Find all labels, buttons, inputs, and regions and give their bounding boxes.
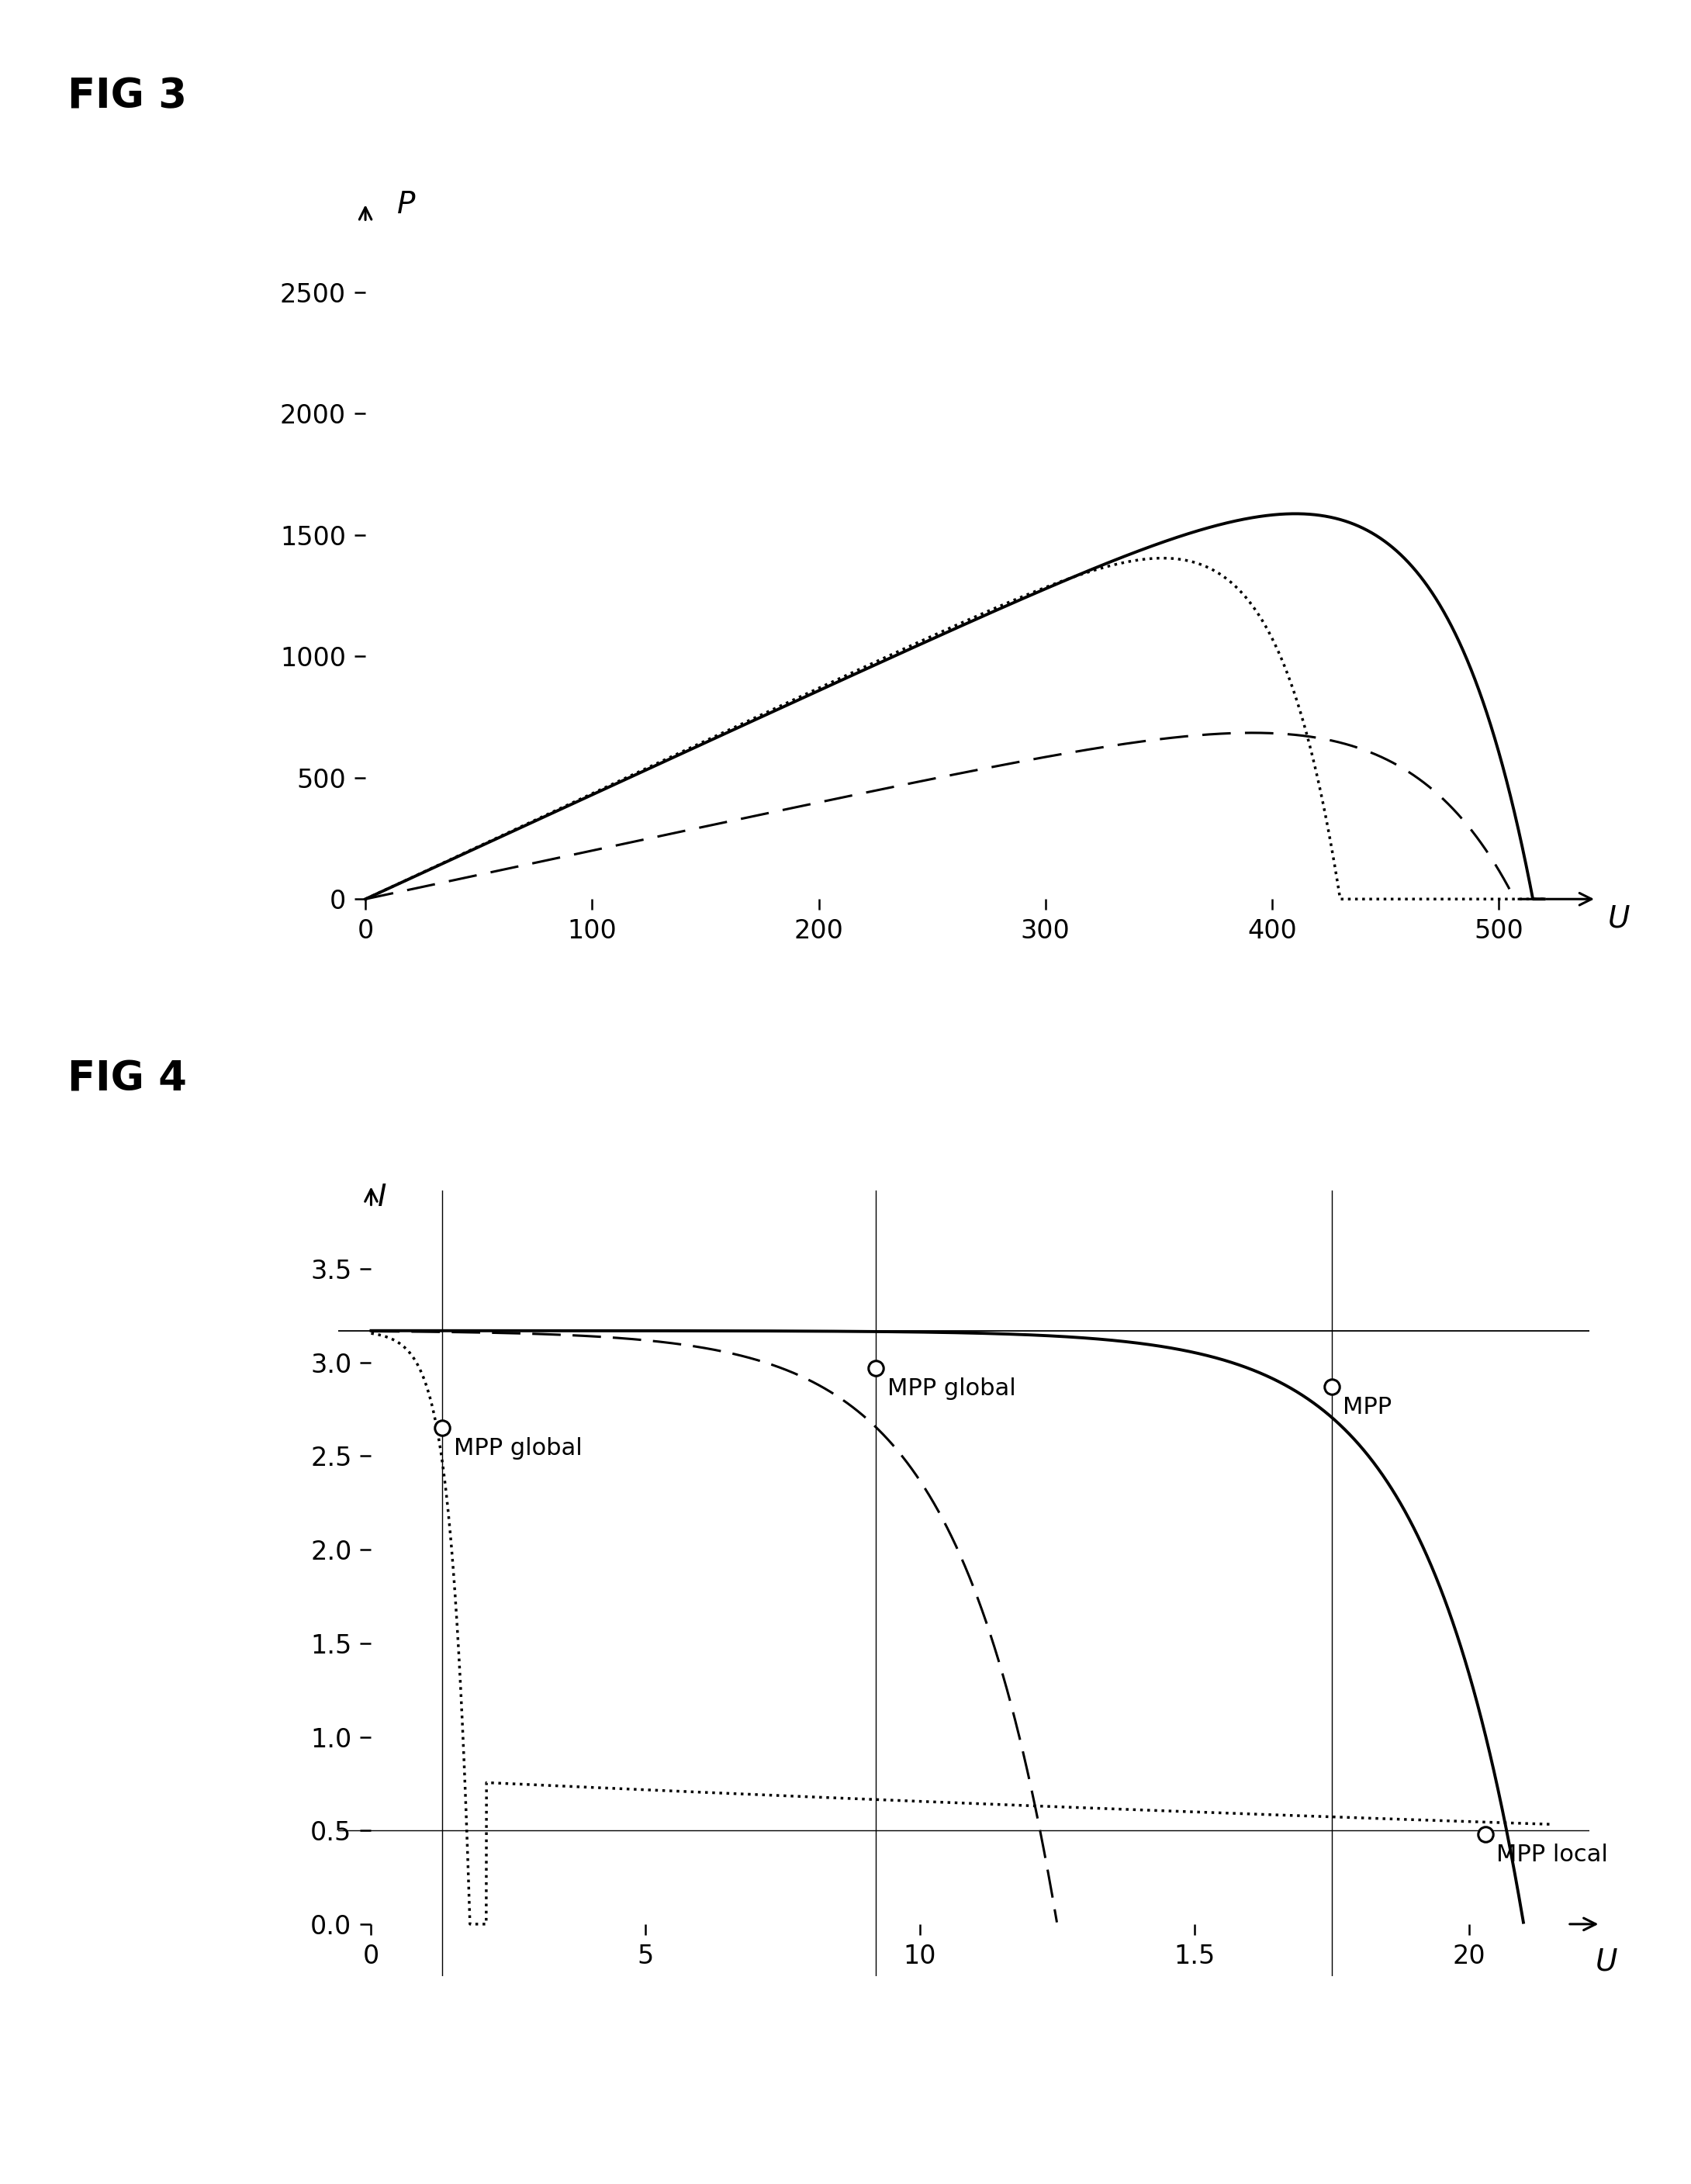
Text: MPP global: MPP global [453,1437,582,1459]
Text: MPP: MPP [1343,1396,1392,1420]
Text: MPP global: MPP global [888,1378,1016,1400]
Text: MPP local: MPP local [1497,1843,1608,1865]
Text: I: I [377,1184,387,1212]
Text: FIG 4: FIG 4 [68,1059,188,1099]
Text: P: P [397,190,416,221]
Text: U: U [1595,1946,1617,1977]
Text: U: U [1608,904,1630,933]
Text: FIG 3: FIG 3 [68,76,188,116]
